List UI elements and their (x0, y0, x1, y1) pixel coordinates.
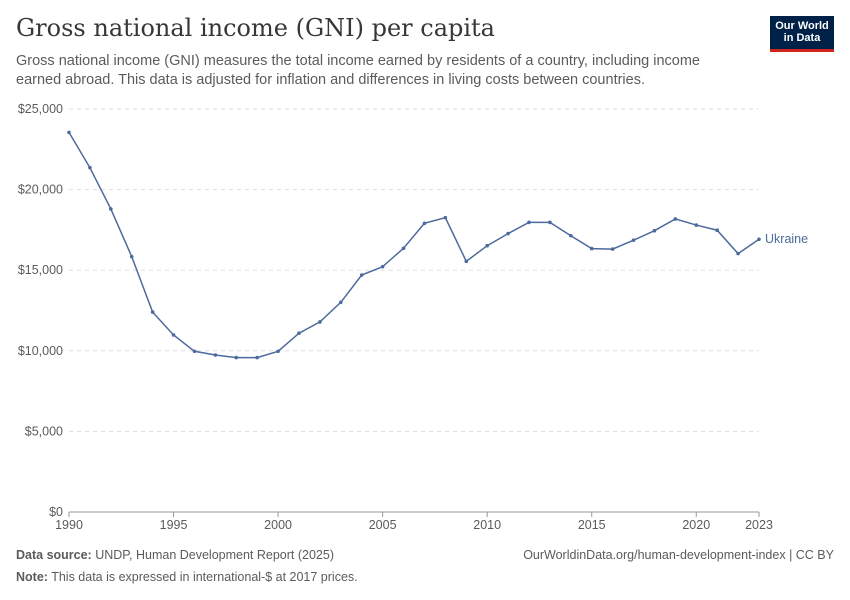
footer-url[interactable]: OurWorldinData.org/human-development-ind… (523, 548, 834, 562)
data-point (318, 320, 322, 324)
data-point (213, 353, 218, 357)
data-point (422, 221, 427, 226)
series-label: Ukraine (765, 232, 808, 246)
chart-subtitle: Gross national income (GNI) measures the… (16, 53, 700, 88)
data-point (443, 215, 448, 220)
x-tick-label: 2023 (745, 518, 773, 532)
data-point (464, 259, 469, 264)
x-tick-label: 1995 (160, 518, 188, 532)
y-tick-label: $10,000 (18, 344, 63, 358)
data-point (694, 223, 699, 227)
x-tick-label: 2015 (578, 518, 606, 532)
data-point (255, 355, 259, 360)
data-point (485, 243, 489, 248)
source-label: Data source: (16, 548, 92, 562)
data-point (715, 228, 719, 233)
x-tick-label: 2000 (264, 518, 292, 532)
data-point (129, 254, 134, 259)
x-tick-label: 2020 (682, 518, 710, 532)
data-point (589, 246, 594, 251)
data-point (569, 233, 573, 238)
note-text: This data is expressed in international-… (51, 570, 358, 584)
x-tick-label: 2005 (369, 518, 397, 532)
y-tick-label: $5,000 (25, 424, 63, 438)
x-tick-label: 1990 (55, 518, 83, 532)
data-point (88, 165, 92, 170)
source-link[interactable]: UNDP, Human Development Report (2025) (95, 548, 334, 562)
data-point (109, 207, 113, 211)
note: Note: This data is expressed in internat… (16, 570, 358, 584)
data-point (192, 349, 197, 354)
data-point (610, 247, 615, 251)
x-tick-label: 2010 (473, 518, 501, 532)
data-point (339, 300, 343, 305)
data-point (757, 237, 761, 242)
data-source: Data source: UNDP, Human Development Rep… (16, 548, 334, 562)
data-point (631, 238, 636, 243)
data-point (276, 349, 280, 354)
data-point (171, 333, 176, 337)
data-point (380, 264, 385, 269)
data-point (527, 220, 531, 225)
data-point (150, 310, 155, 314)
data-point (673, 217, 678, 221)
data-point (506, 231, 510, 236)
data-point (67, 130, 71, 135)
data-point (234, 355, 239, 360)
data-point (736, 251, 740, 256)
data-point (401, 246, 406, 251)
y-tick-label: $15,000 (18, 263, 63, 277)
data-point (297, 331, 301, 336)
y-tick-label: $25,000 (18, 102, 63, 116)
data-point (548, 220, 552, 225)
y-tick-label: $0 (49, 505, 63, 519)
chart-title: Gross national income (GNI) per capita (16, 14, 495, 42)
owid-logo[interactable]: Our World in Data (770, 16, 834, 52)
data-point (652, 228, 657, 233)
data-point (359, 273, 364, 277)
series-line-ukraine (68, 131, 760, 359)
note-label: Note: (16, 570, 48, 584)
y-tick-label: $20,000 (18, 183, 63, 197)
